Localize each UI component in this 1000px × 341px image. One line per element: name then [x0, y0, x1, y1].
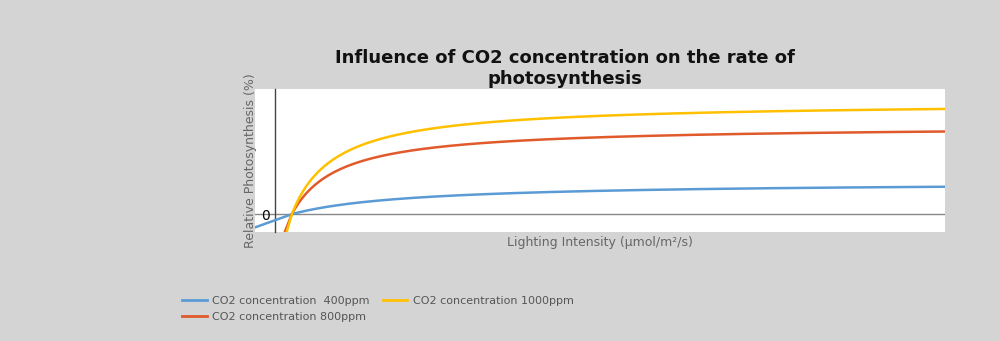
Y-axis label: Relative Photosynthesis (%): Relative Photosynthesis (%) — [244, 73, 257, 248]
Legend: CO2 concentration  400ppm, CO2 concentration 800ppm, CO2 concentration 1000ppm: CO2 concentration 400ppm, CO2 concentrat… — [178, 292, 578, 326]
Text: Influence of CO2 concentration on the rate of
photosynthesis: Influence of CO2 concentration on the ra… — [335, 49, 795, 88]
X-axis label: Lighting Intensity (μmol/m²/s): Lighting Intensity (μmol/m²/s) — [507, 236, 693, 249]
